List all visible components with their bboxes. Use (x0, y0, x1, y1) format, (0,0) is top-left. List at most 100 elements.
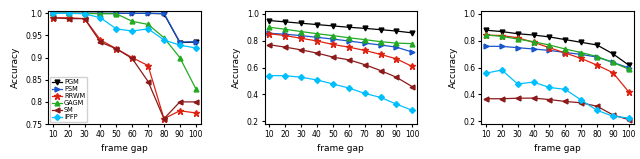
SM (266, 44, 273, 46)
Line: RRWM: RRWM (49, 14, 199, 122)
SM (113, 48, 120, 50)
PGM (65, 12, 72, 14)
SM (545, 99, 553, 100)
PGM (392, 30, 400, 32)
GAGM (514, 38, 522, 40)
PSM (81, 12, 88, 14)
PGM (144, 12, 152, 14)
Line: IPFP: IPFP (484, 68, 631, 120)
GAGM (329, 35, 337, 37)
Line: SM: SM (267, 42, 415, 89)
GAGM (97, 13, 104, 15)
SM (192, 101, 200, 103)
SM (482, 98, 490, 100)
IPFP (545, 86, 553, 88)
X-axis label: frame gap: frame gap (101, 144, 148, 153)
IPFP (176, 44, 184, 46)
PSM (160, 12, 168, 14)
Line: PSM: PSM (483, 44, 631, 70)
Line: PSM: PSM (51, 11, 198, 45)
PGM (297, 22, 305, 24)
SM (297, 49, 305, 51)
PSM (144, 12, 152, 14)
PSM (361, 42, 369, 44)
GAGM (129, 20, 136, 22)
SM (514, 97, 522, 99)
RRWM (345, 46, 353, 48)
PSM (577, 53, 585, 55)
GAGM (361, 39, 369, 41)
GAGM (625, 68, 633, 70)
GAGM (593, 56, 601, 58)
Line: PGM: PGM (483, 28, 631, 68)
RRWM (593, 64, 601, 66)
PGM (377, 29, 385, 31)
PGM (160, 13, 168, 15)
RRWM (97, 39, 104, 41)
RRWM (113, 48, 120, 50)
RRWM (577, 58, 585, 59)
SM (593, 105, 601, 107)
PGM (514, 33, 522, 35)
X-axis label: frame gap: frame gap (534, 144, 580, 153)
IPFP (392, 103, 400, 105)
PSM (97, 12, 104, 14)
GAGM (498, 35, 506, 37)
GAGM (377, 41, 385, 43)
PGM (97, 12, 104, 14)
IPFP (408, 109, 416, 111)
GAGM (561, 48, 569, 50)
RRWM (609, 72, 617, 74)
SM (408, 86, 416, 88)
PSM (377, 44, 385, 46)
SM (498, 98, 506, 100)
GAGM (392, 42, 400, 44)
PGM (113, 12, 120, 14)
SM (97, 41, 104, 43)
PGM (361, 27, 369, 29)
PSM (129, 12, 136, 14)
Y-axis label: Accuracy: Accuracy (449, 47, 458, 88)
PGM (609, 53, 617, 55)
PSM (625, 67, 633, 69)
GAGM (144, 24, 152, 25)
SM (160, 118, 168, 120)
SM (392, 76, 400, 78)
PGM (593, 44, 601, 46)
PGM (266, 20, 273, 21)
IPFP (144, 28, 152, 30)
RRWM (514, 37, 522, 39)
PSM (313, 36, 321, 38)
GAGM (297, 31, 305, 32)
RRWM (297, 37, 305, 39)
RRWM (144, 65, 152, 66)
PSM (593, 56, 601, 58)
RRWM (377, 53, 385, 55)
IPFP (266, 75, 273, 77)
IPFP (313, 79, 321, 81)
RRWM (266, 33, 273, 35)
PSM (545, 49, 553, 51)
PGM (498, 31, 506, 32)
PSM (266, 32, 273, 34)
Line: GAGM: GAGM (483, 32, 631, 72)
RRWM (392, 58, 400, 60)
PSM (345, 40, 353, 42)
IPFP (561, 88, 569, 90)
PGM (176, 42, 184, 44)
IPFP (530, 81, 538, 83)
IPFP (609, 115, 617, 117)
RRWM (49, 17, 56, 19)
GAGM (160, 37, 168, 39)
IPFP (97, 17, 104, 19)
PSM (192, 41, 200, 43)
PGM (482, 29, 490, 31)
PGM (345, 26, 353, 28)
SM (561, 100, 569, 102)
IPFP (361, 92, 369, 94)
IPFP (49, 12, 56, 14)
RRWM (545, 47, 553, 49)
PSM (297, 35, 305, 37)
PGM (313, 24, 321, 26)
Line: PGM: PGM (267, 18, 415, 35)
